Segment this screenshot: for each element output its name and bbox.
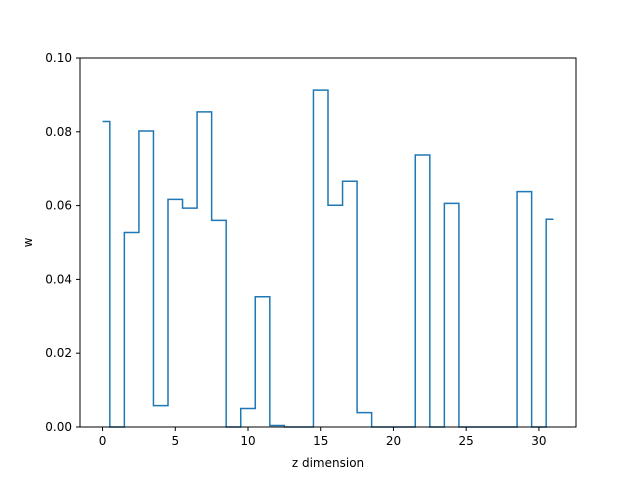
x-axis-ticks: 0 5 10 15 20 25 30	[99, 427, 547, 448]
x-tick-label: 30	[531, 434, 546, 448]
x-tick-label: 15	[313, 434, 328, 448]
x-tick-label: 0	[99, 434, 107, 448]
y-axis-label: w	[21, 237, 35, 247]
axes-frame	[79, 57, 577, 428]
y-tick-label: 0.10	[45, 51, 72, 65]
x-tick-label: 5	[171, 434, 179, 448]
x-tick-label: 20	[386, 434, 401, 448]
y-tick-label: 0.04	[45, 272, 72, 286]
y-tick-label: 0.00	[45, 420, 72, 434]
y-axis-ticks: 0.00 0.02 0.04 0.06 0.08 0.10	[45, 51, 80, 434]
x-tick-label: 25	[459, 434, 474, 448]
x-axis-label: z dimension	[292, 456, 364, 470]
x-tick-label: 10	[240, 434, 255, 448]
y-tick-label: 0.02	[45, 346, 72, 360]
y-tick-label: 0.06	[45, 199, 72, 213]
y-tick-label: 0.08	[45, 125, 72, 139]
